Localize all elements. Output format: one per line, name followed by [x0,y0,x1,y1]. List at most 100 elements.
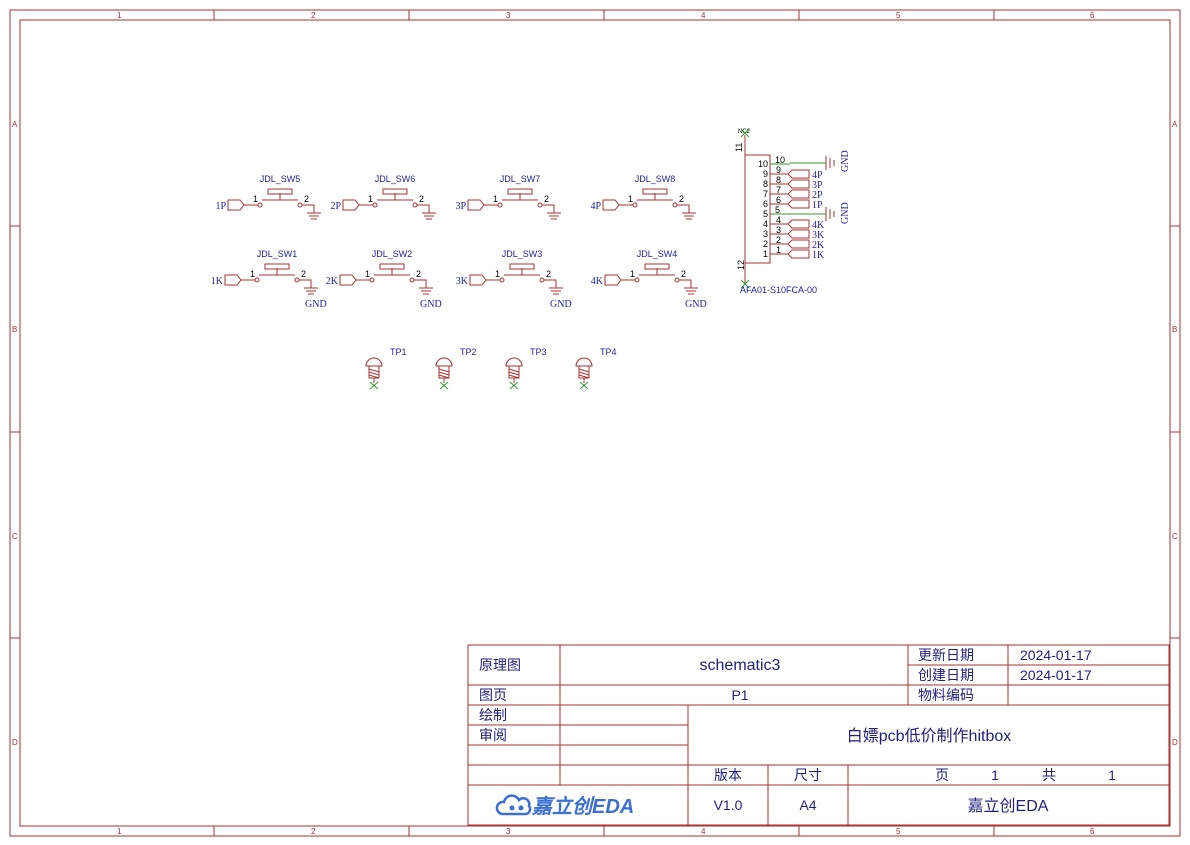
gnd-label: GND [840,202,851,224]
connector-pin-9: 9 9 4P [763,165,823,181]
no-connect-icon [740,128,750,138]
pin-number: 1 [253,194,258,204]
gnd-symbol: GND [790,150,851,172]
pin-number: 8 [776,175,781,185]
screw-thread [508,374,520,379]
screw-thread [438,368,450,373]
pin-net-label: 5 [775,205,780,215]
test-point-label: TP3 [530,347,547,357]
switch-ref-label: JDL_SW3 [502,249,543,259]
gnd-label: GND [840,150,851,172]
sheet-label: 页 [935,767,949,783]
version-value: V1.0 [714,797,743,813]
switch-button [644,263,670,270]
screw-thread [368,371,380,376]
col-label-top: 4 [701,11,706,20]
switch-contact [539,277,545,283]
switch-contact [294,277,300,283]
switch-ref-label: JDL_SW2 [372,249,413,259]
col-label-top: 6 [1090,11,1095,20]
test-point-label: TP2 [460,347,477,357]
switch-ref-label: JDL_SW5 [260,174,301,184]
test-point-tp2[interactable]: TP2 [435,347,477,390]
size-label: 尺寸 [794,767,822,783]
screw-thread [578,374,590,379]
gnd-lead [299,279,312,288]
pin-number: 4 [763,219,768,229]
pin-net-label: 3K [812,230,825,241]
pin-net-label: 2P [812,190,823,201]
pin-number: 8 [763,179,768,189]
no-connect-icon [579,381,589,390]
version-label: 版本 [714,767,742,783]
test-point-label: TP1 [390,347,407,357]
gnd-lead [414,279,427,288]
connector-pin-8: 8 8 3P [763,175,823,191]
switch-button [507,188,533,195]
logo-text: 嘉立创EDA [531,795,634,818]
net-flag-icon [602,199,620,211]
switch-button [509,263,535,270]
pin-number: 2 [681,269,686,279]
connector-pin-4: 4 4 4K [763,215,825,231]
pin-number: 7 [763,189,768,199]
no-connect-icon [740,279,750,289]
pin-number: 2 [301,269,306,279]
update-date: 2024-01-17 [1020,647,1092,663]
switch-ref-label: JDL_SW8 [635,174,676,184]
screw-thread [438,374,450,379]
col-label-bottom: 5 [896,827,901,836]
pin-net-label: 1K [812,250,825,261]
net-flag-icon [227,199,245,211]
gnd-lead [679,279,692,288]
screw-thread [368,374,380,379]
switch-contact [672,202,678,208]
screw-thread [508,371,520,376]
schematic-label: 原理图 [479,657,521,673]
connector-pin-6: 6 6 1P [763,195,823,211]
net-flag-icon [224,274,242,286]
test-point-tp3[interactable]: TP3 [505,347,547,390]
screw-thread [578,371,590,376]
connector-afa01[interactable]: 11 NC2 12 AFA01-S10FCA-00 1010994P883P77… [734,128,851,295]
net-flag-icon [787,249,810,259]
connector-pin-12-label: 12 [736,260,746,270]
screw-thread [578,368,590,373]
screw-icon [365,357,383,367]
gnd-label: GND [420,299,442,310]
pin-number: 1 [493,194,498,204]
total-number: 1 [1108,767,1116,783]
net-label: 1K [211,276,224,287]
net-label: 2P [330,201,341,212]
col-label-bottom: 6 [1090,827,1095,836]
row-label-left: B [12,325,17,334]
switch-contact [257,202,263,208]
test-point-tp4[interactable]: TP4 [575,347,617,390]
net-flag-icon [342,199,360,211]
pin-net-label: 1P [812,200,823,211]
connector-pin-list: 10 109 9 4P8 8 3P7 7 2P6 6 1P5 54 4 4K3 3 3K2 2 2K1 1 1K [758,155,825,261]
gnd-label: GND [550,299,572,310]
row-ruler: A B C D A B C D [10,120,1180,747]
net-flag-icon [787,239,810,249]
switch-button [379,263,405,270]
pin-number: 10 [758,159,768,169]
switch-contact [632,202,638,208]
page-label: 图页 [479,687,507,703]
col-label-top: 5 [896,11,901,20]
pin-number: 2 [544,194,549,204]
pin-number: 2 [763,239,768,249]
switch-ref-label: JDL_SW4 [637,249,678,259]
schematic-name: schematic3 [700,657,781,674]
test-point-tp1[interactable]: TP1 [365,347,407,390]
switch-ref-label: JDL_SW7 [500,174,541,184]
